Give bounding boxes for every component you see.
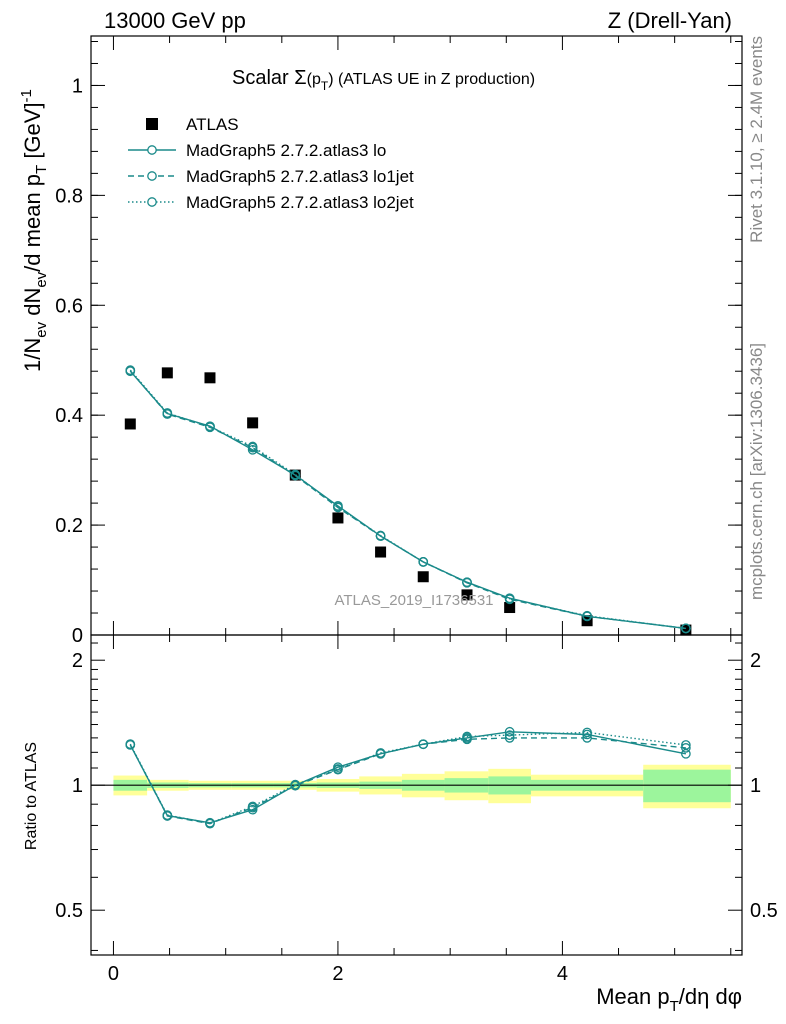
- legend-label: MadGraph5 2.7.2.atlas3 lo1jet: [186, 167, 414, 186]
- title-pre: Scalar Σ: [232, 67, 307, 89]
- analysis-watermark: ATLAS_2019_I1736531: [334, 592, 493, 609]
- ratio-y-tick-label-right: 0.5: [750, 900, 778, 922]
- legend-marker: [147, 171, 157, 181]
- ylabel-b-sub: ev: [33, 271, 50, 287]
- title-post: (ATLAS UE in Z production): [334, 71, 536, 88]
- series-marker: [504, 733, 515, 743]
- rivet-label: Rivet 3.1.10, ≥ 2.4M events: [747, 36, 766, 243]
- data-point: [680, 624, 692, 636]
- series-marker: [504, 726, 515, 737]
- series-marker: [333, 764, 343, 774]
- legend-marker: [147, 197, 157, 207]
- header-left: 13000 GeV pp: [104, 8, 246, 33]
- ratio-y-tick-label: 0.5: [55, 900, 83, 922]
- ylabel-d-sup: -1: [18, 89, 35, 102]
- xlabel-post: /dη dφ: [679, 984, 742, 1009]
- ylabel-c-sub: T: [33, 165, 50, 174]
- series-marker: [125, 365, 136, 375]
- series-line: [129, 731, 686, 824]
- series-marker: [462, 577, 472, 588]
- y-tick-label: 1: [72, 75, 83, 97]
- x-tick-label: 4: [557, 963, 568, 985]
- y-tick-label: 0.2: [55, 515, 83, 537]
- legend-marker: [147, 145, 157, 155]
- series-marker: [375, 748, 386, 758]
- ylabel-b: dN: [20, 288, 45, 322]
- band-inner: [643, 769, 731, 803]
- ylabel-a-sub: ev: [33, 321, 50, 337]
- series-marker: [162, 408, 173, 418]
- x-tick-label: 0: [108, 963, 119, 985]
- series-marker: [205, 421, 215, 432]
- ratio-y-tick-label: 1: [72, 775, 83, 797]
- series-marker: [205, 818, 215, 829]
- series-line: [129, 369, 686, 630]
- legend-label: MadGraph5 2.7.2.atlas3 lo2jet: [186, 193, 414, 212]
- mcplots-label: mcplots.cern.ch [arXiv:1306.3436]: [747, 343, 766, 600]
- data-point: [161, 367, 173, 379]
- y-tick-label: 0.4: [55, 405, 83, 427]
- series-marker: [462, 731, 472, 742]
- data-point: [332, 512, 344, 524]
- series-marker: [681, 623, 691, 634]
- y-tick-label: 0: [72, 625, 83, 647]
- title-sub: T: [321, 79, 329, 93]
- series-marker: [681, 743, 691, 753]
- series-marker: [582, 727, 592, 738]
- title-paren-open: (p: [307, 71, 321, 88]
- data-point: [417, 571, 429, 583]
- data-point: [461, 589, 473, 601]
- header-right: Z (Drell-Yan): [608, 8, 732, 33]
- series-marker: [375, 530, 386, 541]
- data-point: [375, 546, 387, 558]
- legend-label: MadGraph5 2.7.2.atlas3 lo: [186, 141, 386, 160]
- main-panel: 0 0.2 0.4 0.6 0.8 1: [55, 35, 743, 647]
- data-point: [124, 418, 136, 430]
- ylabel-a: 1/N: [20, 338, 45, 372]
- data-point: [504, 602, 516, 614]
- legend: ATLAS MadGraph5 2.7.2.atlas3 lo MadGraph5 …: [128, 115, 414, 212]
- series-marker: [681, 740, 691, 750]
- data-point: [204, 372, 216, 384]
- series-marker: [125, 739, 136, 749]
- ratio-frame: [90, 634, 743, 956]
- ratio-y-tick-label: 2: [72, 650, 83, 672]
- series-marker: [582, 610, 592, 621]
- y-tick-label: 0.6: [55, 295, 83, 317]
- series-line: [129, 370, 686, 630]
- series-marker: [333, 502, 343, 512]
- xlabel-sub: T: [670, 998, 679, 1015]
- data-point: [247, 417, 259, 429]
- series-marker: [290, 779, 301, 790]
- ratio-y-tick-label-right: 2: [750, 650, 761, 672]
- ylabel-d: [GeV]: [20, 102, 45, 164]
- series-line: [129, 370, 686, 630]
- series-marker: [162, 810, 173, 820]
- series-marker: [504, 593, 515, 604]
- ratio-panel: 0.5 0.5 1 1 2 2 0 2 4: [55, 634, 778, 985]
- xlabel-pre: Mean p: [596, 984, 669, 1009]
- main-ylabel: 1/Nev dNev/d mean pT [GeV]-1: [18, 89, 50, 372]
- legend-label: ATLAS: [186, 115, 239, 134]
- ylabel-c: /d mean p: [20, 174, 45, 272]
- x-axis-label: Mean pT/dη dφ: [596, 984, 742, 1015]
- series-marker: [462, 734, 472, 745]
- series-marker: [290, 469, 301, 480]
- series-marker: [418, 739, 429, 750]
- series-marker: [247, 801, 258, 812]
- series-marker: [504, 730, 515, 740]
- y-tick-label: 0.8: [55, 185, 83, 207]
- series-line: [129, 737, 686, 825]
- series-marker: [247, 441, 258, 452]
- series-marker: [582, 733, 592, 743]
- ratio-ylabel: Ratio to ATLAS: [23, 742, 40, 850]
- uncertainty-bands: [91, 764, 742, 809]
- legend-marker-data: [146, 118, 158, 130]
- title-paren-close: ): [328, 71, 333, 88]
- x-tick-label: 2: [332, 963, 343, 985]
- series-marker: [418, 557, 429, 567]
- ratio-y-tick-label-right: 1: [750, 775, 761, 797]
- plot-title: Scalar Σ(pT) (ATLAS UE in Z production): [232, 67, 535, 93]
